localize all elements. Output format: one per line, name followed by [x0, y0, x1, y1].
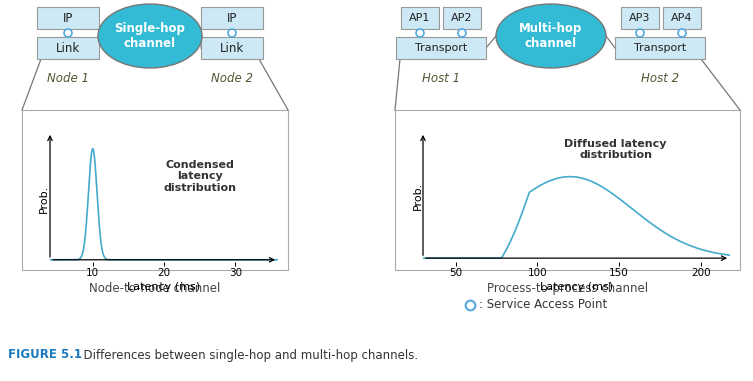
Text: : Service Access Point: : Service Access Point [479, 298, 607, 312]
Text: FIGURE 5.1: FIGURE 5.1 [8, 349, 82, 362]
X-axis label: Latency (ms): Latency (ms) [540, 282, 613, 292]
Bar [396, 37, 486, 59]
Text: IP: IP [62, 11, 73, 24]
Text: AP1: AP1 [410, 13, 431, 23]
Bar [201, 7, 263, 29]
Text: Prob.: Prob. [39, 184, 49, 213]
Ellipse shape [98, 4, 202, 68]
Text: AP3: AP3 [630, 13, 651, 23]
Text: Host 1: Host 1 [422, 72, 460, 85]
Circle shape [228, 29, 236, 37]
Bar [201, 37, 263, 59]
Text: Node 1: Node 1 [47, 72, 89, 85]
Bar [621, 7, 659, 29]
Text: Link: Link [56, 42, 80, 54]
Bar [401, 7, 439, 29]
Circle shape [678, 29, 686, 37]
Text: Host 2: Host 2 [641, 72, 679, 85]
Text: Multi-hop
channel: Multi-hop channel [520, 22, 583, 50]
Text: Process-to-process channel: Process-to-process channel [487, 282, 648, 295]
Text: Diffused latency
distribution: Diffused latency distribution [565, 139, 667, 160]
Text: Prob.: Prob. [413, 182, 423, 210]
Ellipse shape [496, 4, 606, 68]
Bar [37, 7, 99, 29]
Text: Condensed
latency
distribution: Condensed latency distribution [163, 160, 236, 193]
Circle shape [458, 29, 466, 37]
Bar [22, 110, 288, 270]
Text: Single-hop
channel: Single-hop channel [114, 22, 185, 50]
Bar [395, 110, 740, 270]
Text: Link: Link [220, 42, 244, 54]
Text: AP2: AP2 [451, 13, 473, 23]
Bar [443, 7, 481, 29]
X-axis label: Latency (ms): Latency (ms) [127, 282, 200, 292]
Text: Transport: Transport [634, 43, 686, 53]
Text: Node 2: Node 2 [211, 72, 253, 85]
Bar [615, 37, 705, 59]
Bar [663, 7, 701, 29]
Bar [37, 37, 99, 59]
Circle shape [64, 29, 72, 37]
Text: AP4: AP4 [671, 13, 693, 23]
Text: Node-to-node channel: Node-to-node channel [90, 282, 221, 295]
Text: Transport: Transport [415, 43, 467, 53]
Circle shape [636, 29, 644, 37]
Text: Differences between single-hop and multi-hop channels.: Differences between single-hop and multi… [76, 349, 418, 362]
Circle shape [416, 29, 424, 37]
Text: IP: IP [227, 11, 237, 24]
